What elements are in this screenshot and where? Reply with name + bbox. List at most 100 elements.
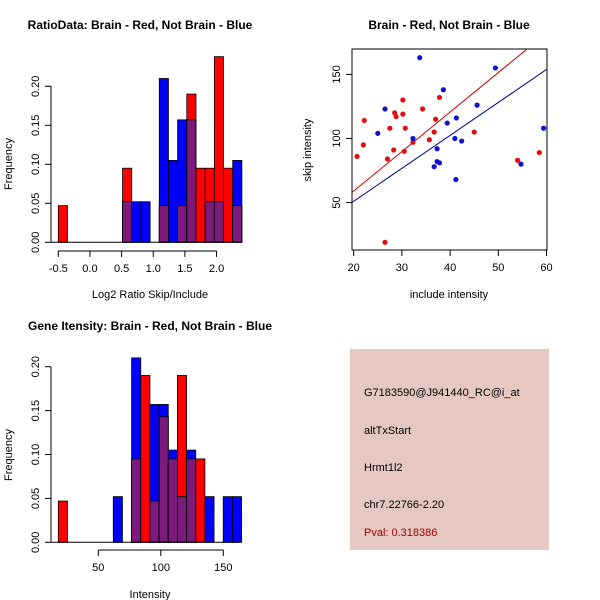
scatter-point-brain [471,129,477,135]
scatter-point-not-brain [459,138,465,144]
scatter-point-not-brain [436,160,443,166]
scatter-point-not-brain [431,164,437,170]
scatter-title: Brain - Red, Not Brain - Blue [368,18,530,32]
intensity-hist-bar-overlap [158,416,169,543]
scatter-point-brain [426,137,432,143]
scatter-point-not-brain [453,115,459,121]
scatter-point-brain [384,156,391,162]
ratio-hist-bar-overlap [213,201,224,243]
ratio-hist-bar-overlap [122,201,133,243]
ratio-hist-bar-overlap [177,205,188,243]
ratio-hist-x-tick-label: 0.5 [114,263,129,275]
ratio-hist-title: RatioData: Brain - Red, Not Brain - Blue [28,18,253,32]
intensity-hist-bar-overlap [149,500,160,543]
intensity-hist-y-tick-label: 0.20 [30,356,42,377]
pval: Pval: 0.318386 [364,527,438,539]
scatter-point-brain [401,148,407,154]
ratio-hist-y-tick-label: 0.20 [30,76,42,97]
scatter-point-brain [382,239,388,245]
ratio-hist-x-tick-label: -0.5 [49,263,68,275]
intensity-hist-bar-overlap [167,458,178,543]
gene-name: Hrmt1l2 [364,462,403,474]
scatter-fit-line-brain [352,49,528,193]
intensity-hist-bar-not-brain [231,496,242,543]
scatter-point-brain [431,129,437,135]
ratio-hist-bar-overlap [186,119,197,243]
ratio-hist-bar-overlap [158,205,169,243]
scatter-point-brain [354,153,360,160]
scatter-point-brain [400,111,406,117]
scatter-point-not-brain [382,106,388,112]
scatter-x-tick-label: 60 [540,262,552,274]
intensity-hist-title: Gene Itensity: Brain - Red, Not Brain - … [28,319,272,333]
scatter-point-brain [514,157,521,163]
intensity-hist-x-tick-label: 50 [92,562,104,574]
scatter-point-not-brain [541,125,547,131]
scatter-point-not-brain [518,161,524,167]
scatter-point-brain [420,106,426,112]
ratio-hist-x-tick-label: 2.0 [209,263,224,275]
scatter-point-not-brain [444,120,450,126]
intensity-hist-y-tick-label: 0.00 [30,532,42,553]
scatter-y-tick-label: 150 [331,65,343,83]
scatter-point-not-brain [474,102,480,108]
ratio-hist-x-tick-label: 1.0 [146,263,161,275]
scatter-point-not-brain [417,55,423,61]
scatter-point-not-brain [452,135,458,142]
intensity-hist-y-tick-label: 0.15 [30,400,42,421]
intensity-hist-bar-overlap [177,496,187,543]
ratio-hist-bar-brain [223,167,234,243]
intensity-hist-bar-overlap [131,458,142,543]
ratio-hist-xlabel: Log2 Ratio Skip/Include [92,289,208,301]
ratio-hist-bar-brain [57,205,68,243]
scatter-frame [351,48,548,251]
location: chr7.22766-2.20 [364,499,445,511]
intensity-hist-bar-not-brain [204,496,215,543]
intensity-hist-bar-brain [57,500,68,543]
scatter-point-brain [391,147,397,153]
scatter-point-not-brain [492,65,499,71]
ratio-hist-bar-not-brain [140,201,151,243]
scatter-point-brain [436,94,443,101]
probe-id: G7183590@J941440_RC@i_at [364,387,520,399]
scatter-x-tick-label: 30 [396,262,408,274]
intensity-hist-xlabel: Intensity [130,589,171,600]
scatter-fit-line-not-brain [352,68,547,203]
scatter-point-brain [410,139,416,145]
intensity-hist-bar-not-brain [222,496,233,543]
intensity-hist-bar-brain [195,458,206,543]
ratio-hist-bar-brain [195,167,206,243]
intensity-hist-y-tick-label: 0.05 [30,488,42,509]
intensity-hist-bar-not-brain [112,496,123,543]
intensity-hist-x-tick-label: 150 [214,562,232,574]
scatter-point-not-brain [375,130,381,136]
ratio-hist-bar-overlap [232,205,243,243]
intensity-hist-bar-brain [140,375,151,543]
scatter-point-brain [393,114,399,120]
scatter-point-brain [402,125,408,131]
scatter-x-tick-label: 20 [348,262,360,274]
scatter-point-not-brain [440,87,446,93]
ratio-hist-y-tick-label: 0.15 [30,115,42,136]
scatter-xlabel: include intensity [410,289,489,301]
intensity-hist-x-tick-label: 100 [152,562,170,574]
intensity-hist-bar-overlap [186,458,197,543]
ratio-hist-y-tick-label: 0.00 [30,232,42,253]
ratio-hist-y-tick-label: 0.05 [30,193,42,214]
scatter-point-brain [400,97,406,103]
scatter-point-not-brain [410,135,416,142]
info-panel: G7183590@J941440_RC@i_at altTxStart Hrmt… [350,349,549,550]
ratio-hist-bar-overlap [204,201,215,243]
event-type: altTxStart [364,425,412,437]
ratio-hist-bar-not-brain [131,201,142,243]
scatter-point-brain [433,116,439,122]
intensity-hist-y-tick-label: 0.10 [30,444,42,465]
ratio-hist-x-tick-label: 1.5 [177,263,192,275]
scatter-point-brain [536,149,542,156]
intensity-hist-ylabel: Frequency [3,429,15,481]
scatter-point-brain [360,142,366,148]
scatter-point-brain [361,117,367,124]
scatter-y-tick-label: 50 [331,196,343,208]
